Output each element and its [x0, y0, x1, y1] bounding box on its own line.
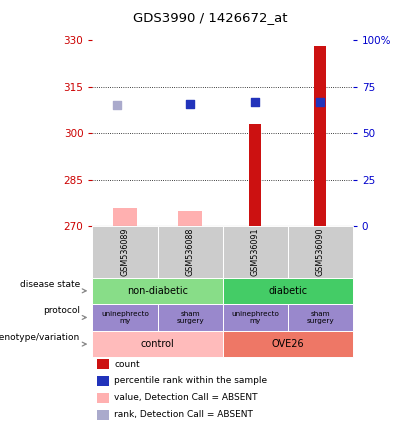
Text: GSM536088: GSM536088 — [186, 228, 194, 276]
Text: non-diabetic: non-diabetic — [127, 286, 188, 296]
Text: sham
surgery: sham surgery — [307, 311, 334, 324]
Bar — [178, 211, 202, 226]
Text: GSM536091: GSM536091 — [251, 228, 260, 276]
Text: GDS3990 / 1426672_at: GDS3990 / 1426672_at — [133, 11, 287, 24]
Bar — [315, 46, 326, 226]
Text: GSM536089: GSM536089 — [121, 228, 129, 276]
Text: sham
surgery: sham surgery — [176, 311, 204, 324]
Text: uninephrecto
my: uninephrecto my — [231, 311, 279, 324]
Bar — [249, 124, 261, 226]
Text: diabetic: diabetic — [268, 286, 307, 296]
Text: percentile rank within the sample: percentile rank within the sample — [114, 377, 268, 385]
Text: uninephrecto
my: uninephrecto my — [101, 311, 149, 324]
Text: count: count — [114, 360, 140, 369]
Text: rank, Detection Call = ABSENT: rank, Detection Call = ABSENT — [114, 410, 253, 419]
Text: value, Detection Call = ABSENT: value, Detection Call = ABSENT — [114, 393, 258, 402]
Text: genotype/variation: genotype/variation — [0, 333, 80, 342]
Bar — [113, 208, 137, 226]
Text: OVE26: OVE26 — [271, 339, 304, 349]
Point — [114, 102, 121, 109]
Text: control: control — [141, 339, 174, 349]
Point — [187, 100, 194, 107]
Point — [317, 99, 324, 106]
Point — [252, 99, 259, 106]
Text: protocol: protocol — [43, 306, 80, 315]
Text: GSM536090: GSM536090 — [316, 228, 325, 276]
Text: disease state: disease state — [20, 280, 80, 289]
